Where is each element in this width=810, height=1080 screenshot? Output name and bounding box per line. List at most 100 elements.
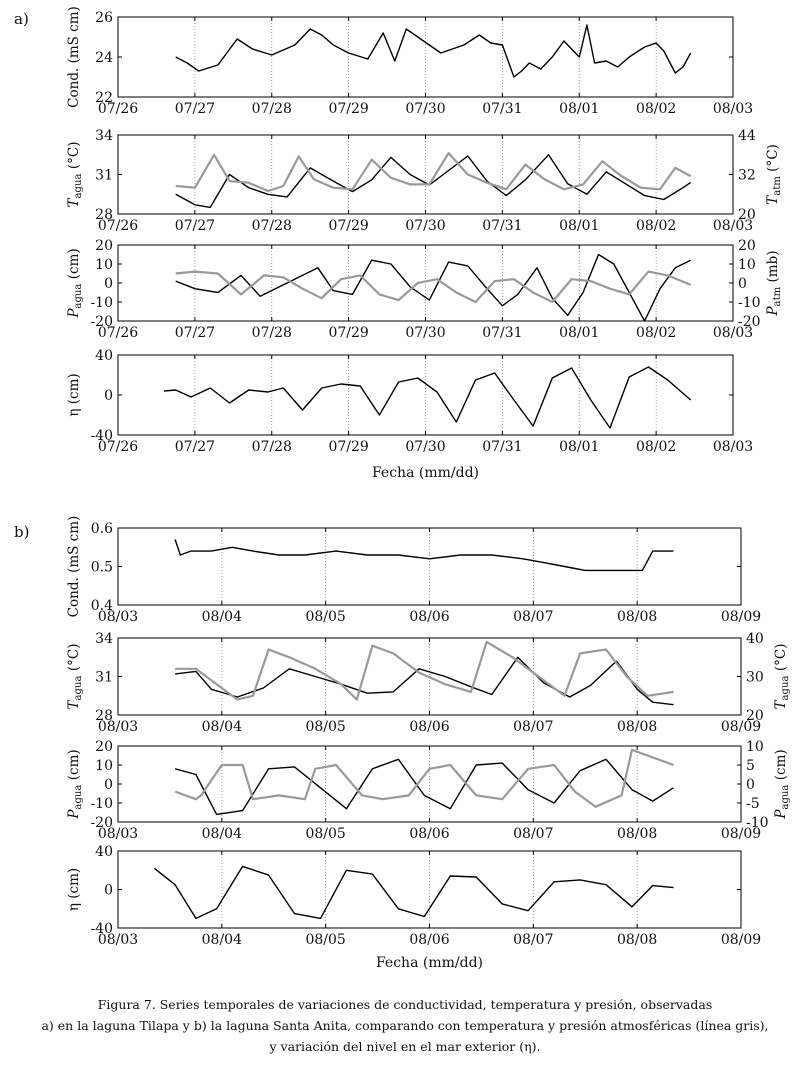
y-tick-label: 0.6 — [91, 521, 113, 537]
chart-3: 07/26 07/27 07/28 07/29 07/30 07/31 08/01 08/02… — [66, 238, 783, 341]
chart-2: 07/26 07/27 07/28 07/29 07/30 07/31 08/01 08/02… — [66, 128, 783, 234]
y-tick-label: 0 — [104, 388, 113, 404]
y-tick-label: 31 — [95, 168, 113, 184]
series-2-line — [175, 640, 674, 701]
y-tick-label: -10 — [90, 295, 113, 311]
series-1-line — [175, 253, 692, 322]
x-tick-label: 08/08 — [617, 826, 657, 842]
caption-line-2: a) en la laguna Tilapa y b) la laguna Sa… — [41, 1018, 769, 1033]
y-tick-label: 20 — [95, 739, 113, 755]
x-tick-label: 08/04 — [202, 719, 242, 735]
x-tick-label: 07/28 — [252, 218, 292, 234]
x-tick-label: 07/29 — [328, 101, 368, 117]
x-tick-label: 07/27 — [175, 218, 215, 234]
y-tick-label: -20 — [90, 314, 113, 330]
series-1-line — [153, 865, 674, 920]
y-axis-label: Pagua (cm) — [66, 248, 84, 318]
y-tick-label: -40 — [90, 428, 113, 444]
x-tick-label: 08/02 — [636, 439, 676, 455]
x-tick-label: 08/09 — [721, 826, 761, 842]
y2-tick-label: 5 — [746, 758, 755, 774]
y2-tick-label: 20 — [738, 238, 756, 254]
y2-tick-label: -20 — [738, 314, 761, 330]
y-axis-label: Tagua (°C) — [66, 644, 84, 710]
x-tick-label: 07/27 — [175, 325, 215, 341]
caption-line-1: Figura 7. Series temporales de variacion… — [97, 997, 713, 1012]
y-tick-label: 0 — [104, 777, 113, 793]
y-tick-label: 10 — [95, 758, 113, 774]
x-tick-label: 08/02 — [636, 218, 676, 234]
x-tick-label: 07/30 — [405, 439, 445, 455]
series-1-line — [174, 539, 674, 572]
x-tick-label: 08/03 — [98, 609, 138, 625]
x-tick-label: 07/31 — [482, 218, 522, 234]
x-tick-label: 07/29 — [328, 218, 368, 234]
x-tick-label: 08/03 — [713, 325, 753, 341]
x-tick-label: 08/07 — [513, 719, 553, 735]
x-tick-label: 08/06 — [409, 719, 449, 735]
y-tick-label: 26 — [95, 10, 113, 26]
x-tick-label: 08/07 — [513, 826, 553, 842]
x-tick-label: 08/04 — [202, 932, 242, 948]
y2-tick-label: 40 — [746, 631, 764, 647]
x-tick-label: 08/01 — [559, 101, 599, 117]
x-tick-label: 08/06 — [409, 609, 449, 625]
x-tick-label: 08/01 — [559, 439, 599, 455]
y-axis-label: η (cm) — [66, 373, 82, 416]
y-axis-label: Pagua (cm) — [66, 749, 84, 819]
y2-axis-label: Tagua (°C) — [773, 644, 791, 710]
y2-tick-label: 10 — [746, 739, 764, 755]
x-tick-label: 07/26 — [98, 325, 138, 341]
x-tick-label: 08/01 — [559, 325, 599, 341]
y-tick-label: -20 — [90, 815, 113, 831]
x-tick-label: 08/02 — [636, 325, 676, 341]
x-tick-label: 07/30 — [405, 101, 445, 117]
y2-tick-label: 20 — [746, 708, 764, 724]
chart-3: 08/03 08/04 08/05 08/06 08/07 08/08 08/09 -20 -1… — [66, 739, 791, 842]
y-tick-label: 0 — [104, 276, 113, 292]
series-2-line — [174, 748, 674, 808]
x-tick-label: 08/04 — [202, 826, 242, 842]
y-tick-label: -10 — [90, 796, 113, 812]
series-2-line — [175, 152, 692, 193]
y2-axis-label: Tatm (°C) — [765, 144, 783, 205]
series-1-line — [164, 366, 692, 429]
x-tick-label: 07/26 — [98, 439, 138, 455]
y-tick-label: 28 — [95, 207, 113, 223]
x-tick-label: 07/31 — [482, 325, 522, 341]
x-tick-label: 08/05 — [305, 932, 345, 948]
figure-caption: Figura 7. Series temporales de variacion… — [0, 994, 810, 1057]
y-tick-label: 34 — [95, 631, 113, 647]
chart-4: 07/26 07/27 07/28 07/29 07/30 07/31 08/01 08/02… — [66, 348, 753, 455]
x-tick-label: 08/03 — [713, 218, 753, 234]
x-axis-label: Fecha (mm/dd) — [376, 955, 483, 971]
plot-frame — [117, 745, 742, 823]
x-tick-label: 08/05 — [305, 609, 345, 625]
y2-tick-label: 20 — [738, 207, 756, 223]
y-tick-label: 24 — [95, 50, 113, 66]
y-tick-label: 31 — [95, 670, 113, 686]
panel-b: b) 08/03 08/04 08/05 08/06 08/07 08/08 08/09 0.4… — [14, 516, 791, 971]
x-tick-label: 08/01 — [559, 218, 599, 234]
plot-frame — [117, 244, 734, 322]
y2-tick-label: -5 — [746, 796, 760, 812]
y-tick-label: 22 — [95, 90, 113, 106]
y-axis-label: Cond. (mS cm) — [66, 6, 82, 108]
x-tick-label: 08/07 — [513, 932, 553, 948]
y2-axis-label: Patm (mb) — [765, 250, 783, 316]
y2-tick-label: 30 — [746, 670, 764, 686]
chart-4: 08/03 08/04 08/05 08/06 08/07 08/08 08/09 -40 0 4… — [66, 844, 761, 948]
x-tick-label: 08/03 — [98, 719, 138, 735]
y2-tick-label: 0 — [738, 276, 747, 292]
series-1-line — [175, 154, 692, 209]
y-tick-label: 0 — [104, 883, 113, 899]
series-1-line — [175, 656, 674, 706]
y-tick-label: 40 — [95, 844, 113, 860]
x-tick-label: 07/26 — [98, 101, 138, 117]
x-tick-label: 08/05 — [305, 719, 345, 735]
chart-1: 08/03 08/04 08/05 08/06 08/07 08/08 08/09 0.4 0.… — [66, 516, 761, 625]
x-tick-label: 07/29 — [328, 439, 368, 455]
y-tick-label: -40 — [90, 921, 113, 937]
plot-frame — [117, 527, 742, 606]
y-tick-label: 28 — [95, 708, 113, 724]
